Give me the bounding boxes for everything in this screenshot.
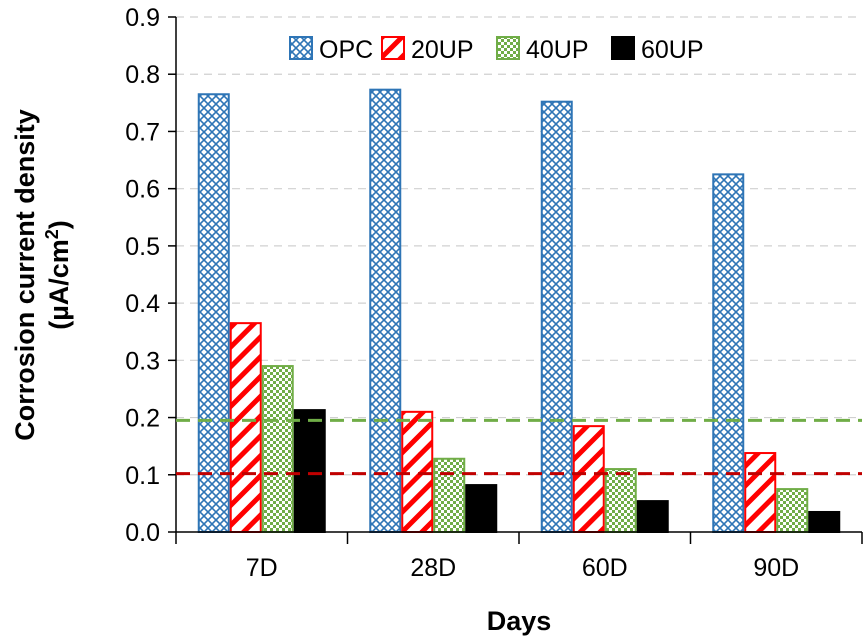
reference-lines bbox=[176, 418, 862, 476]
bar-60up-7d bbox=[293, 409, 326, 533]
x-tick-label: 60D bbox=[582, 554, 628, 582]
bar-20up-7d bbox=[229, 322, 262, 533]
bar-40up-7d bbox=[261, 365, 294, 533]
y-axis-title-line2: (µA/cm2) bbox=[42, 220, 74, 330]
bar-40up-28d bbox=[433, 457, 466, 533]
bar-60up-90d bbox=[808, 510, 841, 534]
bar-opc-90d bbox=[712, 173, 745, 533]
legend-swatch-opc bbox=[289, 36, 313, 60]
x-tick-label: 7D bbox=[246, 554, 278, 582]
bar-20up-90d bbox=[744, 452, 777, 533]
y-tick-label: 0.6 bbox=[125, 176, 160, 204]
bar-20up-28d bbox=[401, 410, 434, 534]
y-tick-label: 0.5 bbox=[125, 233, 160, 261]
bar-20up-60d bbox=[572, 425, 605, 533]
y-ticks: 0.0 0.1 0.2 0.3 0.4 0.5 0.6 0.7 0.8 0.9 bbox=[125, 4, 176, 547]
bar-60up-60d bbox=[636, 500, 669, 534]
y-tick-label: 0.9 bbox=[125, 4, 160, 32]
bar-40up-60d bbox=[604, 468, 637, 533]
x-tick-label: 90D bbox=[753, 554, 799, 582]
y-tick-label: 0.3 bbox=[125, 347, 160, 375]
legend-swatch-60up bbox=[611, 36, 635, 60]
bar-opc-28d bbox=[369, 88, 402, 534]
legend-label-20up: 20UP bbox=[411, 36, 474, 64]
x-axis-title: Days bbox=[487, 606, 552, 636]
bars bbox=[197, 88, 841, 534]
legend-label-opc: OPC bbox=[319, 36, 373, 64]
y-tick-label: 0.7 bbox=[125, 118, 160, 146]
y-axis-title-line1: Corrosion current density bbox=[10, 109, 40, 441]
y-tick-label: 0.4 bbox=[125, 290, 160, 318]
legend-label-60up: 60UP bbox=[641, 36, 704, 64]
legend: OPC 20UP 40UP 60UP bbox=[289, 36, 704, 64]
y-tick-label: 0.2 bbox=[125, 405, 160, 433]
legend-label-40up: 40UP bbox=[526, 36, 589, 64]
x-ticks: 7D 28D 60D 90D bbox=[175, 532, 863, 582]
bar-opc-7d bbox=[197, 93, 230, 533]
bar-opc-60d bbox=[540, 100, 573, 533]
x-tick-label: 28D bbox=[410, 554, 456, 582]
legend-swatch-40up bbox=[496, 36, 520, 60]
legend-swatch-20up bbox=[381, 36, 405, 60]
y-tick-label: 0.8 bbox=[125, 61, 160, 89]
y-tick-label: 0.1 bbox=[125, 462, 160, 490]
y-axis-title: Corrosion current density (µA/cm2) bbox=[10, 109, 74, 441]
bar-40up-90d bbox=[776, 488, 809, 534]
y-tick-label: 0.0 bbox=[125, 519, 160, 547]
bar-60up-28d bbox=[465, 484, 498, 534]
